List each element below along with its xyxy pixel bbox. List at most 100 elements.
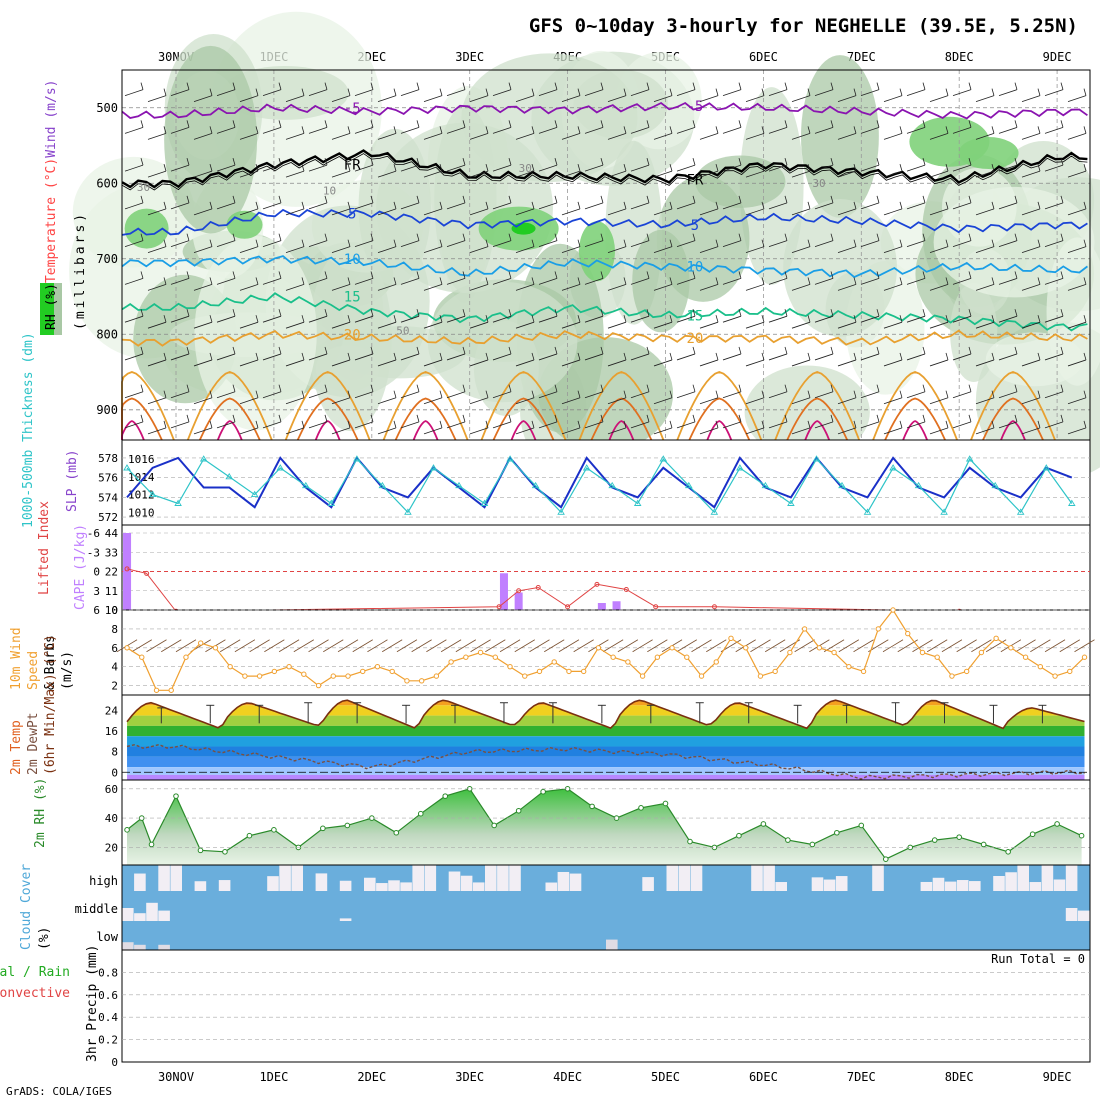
wind-barb-flag [876, 195, 880, 204]
wind-barb-shaft [860, 315, 880, 323]
wind-barb-flag [830, 414, 834, 423]
wind-barb-flag [922, 82, 926, 90]
wind-barb-flag [462, 346, 466, 355]
rh-ytick: 20 [105, 841, 118, 854]
slp-ylabel: SLP (mb) [65, 449, 80, 512]
wind-barb-shaft [331, 321, 351, 329]
wind-barb-shaft [492, 391, 512, 399]
wind-barb-flag [462, 384, 466, 392]
wind-barb-shaft [745, 397, 765, 405]
temperature-contour [122, 208, 1088, 236]
wind-speed-point [242, 673, 248, 679]
wind-barb-shaft [998, 202, 1018, 210]
wind-barb-shaft [768, 164, 788, 172]
slp-point [1016, 508, 1025, 515]
wind-barb-shaft [400, 391, 420, 399]
slp-point [480, 499, 489, 506]
rh-point [589, 803, 595, 810]
wind-barb-flag [761, 201, 765, 210]
wind-barb-shaft [147, 284, 167, 291]
wind-barb-flag [738, 346, 742, 355]
wind-barb-flag [646, 271, 650, 279]
wind-speed-point [168, 687, 174, 693]
wind-barb-flag [1060, 120, 1064, 128]
slp-point [531, 481, 540, 489]
rh-moist-region [578, 221, 615, 282]
wind-barb-shaft [515, 246, 535, 254]
wind-barb-shaft [193, 321, 213, 329]
wind-barb-10m [293, 639, 315, 653]
wind-barb-shaft [285, 321, 305, 329]
rh-point [809, 841, 816, 848]
wind-speed-point [360, 668, 366, 675]
wind-barb-flag [692, 233, 696, 241]
wind-barb-flag [186, 158, 190, 166]
slp-point [404, 508, 412, 515]
wind-barb-flag [968, 414, 972, 423]
low-level-temperature-arch [394, 397, 457, 441]
wind-barb-flag [968, 82, 972, 90]
wind-barb-shaft [768, 278, 788, 285]
wind-speed-point [978, 649, 985, 656]
wind-speed-point [433, 673, 440, 679]
wind-barb-flag [692, 195, 696, 204]
wind-speed-point [301, 671, 307, 677]
wind-barb-shaft [400, 315, 420, 323]
wind-barb-shaft [285, 397, 305, 405]
wind-barb-shaft [469, 208, 489, 216]
wind-barb-shaft [607, 133, 627, 140]
wind-barb-flag [945, 88, 949, 96]
wind-barb-flag [439, 164, 443, 172]
wind-barb-shaft [768, 421, 788, 429]
wind-barb-flag [163, 239, 167, 247]
wind-barb-flag [324, 158, 328, 166]
wind-barb-flag [186, 271, 190, 279]
wind-barb-shaft [538, 421, 558, 429]
wind-barb-shaft [354, 391, 374, 399]
wind-barb-10m [396, 639, 418, 653]
wind-barb-flag [968, 158, 972, 166]
wind-barb-10m [544, 639, 565, 653]
wind-barb-flag [1014, 384, 1018, 392]
wind-barb-shaft [975, 246, 995, 254]
wind-barb-flag [945, 420, 949, 429]
wind-speed-point [654, 654, 661, 660]
lifted-index-point [516, 588, 522, 594]
cloud-high-bar [545, 882, 558, 891]
wind-barb-shaft [308, 391, 328, 399]
wind-barb-flag [623, 420, 627, 429]
wind-barb-flag [669, 390, 673, 398]
wind-barb-shaft [584, 421, 604, 429]
rh2m-ylabel: 2m RH (%) [33, 778, 48, 848]
wind-barb-shaft [561, 397, 581, 405]
wind-barb-flag [347, 277, 351, 285]
cloud-high-bar [364, 877, 376, 891]
cloud-high-bar [666, 865, 679, 891]
wind-barb-flag [140, 233, 144, 241]
wind-barb-shaft [722, 353, 742, 361]
wind-barb-flag [968, 271, 972, 279]
cloud-level-label: high [89, 874, 118, 888]
wind-barb-shaft [998, 391, 1018, 399]
wind-barb-shaft [423, 208, 443, 216]
wind-barb-shaft [929, 246, 949, 254]
wind-barb-flag [485, 420, 489, 429]
wind-barb-shaft [285, 95, 305, 103]
wind-barb-shaft [1044, 353, 1064, 361]
cloud-high-bar [509, 865, 521, 891]
wind-barb-flag [1060, 271, 1064, 279]
wind-barb-shaft [860, 89, 880, 97]
wind-barb-shaft [1021, 427, 1041, 435]
wind-barb-flag [600, 309, 604, 317]
wind-barb-10m [632, 639, 653, 653]
wind-barb-shaft [216, 421, 236, 429]
wind-barb-flag [669, 277, 673, 285]
wind-barb-flag [1037, 126, 1041, 134]
wind-barb-flag [623, 390, 627, 398]
wind-barb-flag [715, 88, 719, 96]
wind-barb-flag [140, 414, 144, 423]
li-ytick: 6 [93, 604, 100, 617]
wind-barb-flag [692, 384, 696, 392]
wind-barb-flag [255, 239, 259, 247]
wind-barb-shaft [216, 127, 236, 134]
